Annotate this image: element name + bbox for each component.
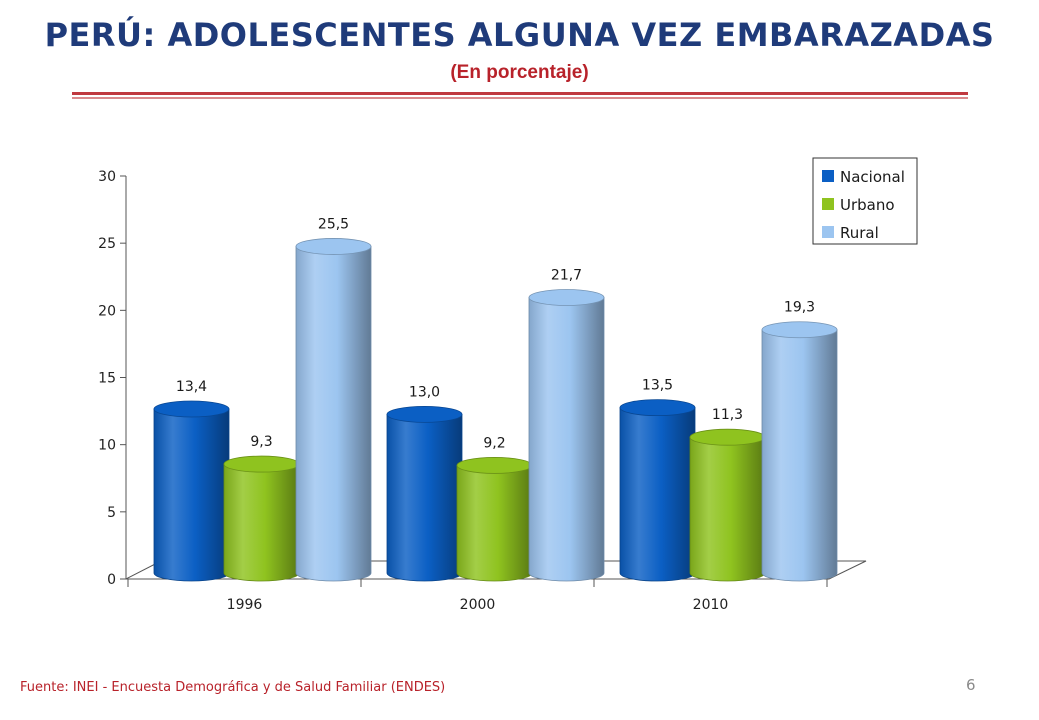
bar-urbano-1996	[223, 455, 300, 582]
y-tick-label: 10	[98, 438, 116, 454]
bar-nacional-2000	[386, 405, 463, 582]
data-label: 13,4	[176, 379, 207, 395]
bar-urbano-2000	[456, 457, 533, 582]
chart-legend: Nacional Urbano Rural	[812, 157, 918, 245]
title-divider	[72, 92, 968, 95]
data-label: 9,2	[483, 435, 505, 451]
legend-label-rural: Rural	[840, 224, 879, 242]
bar-nacional-2010	[619, 399, 696, 582]
x-category-label: 2000	[460, 597, 496, 613]
y-tick-label: 0	[107, 572, 116, 588]
bar-rural-2000	[528, 289, 605, 582]
page-number: 6	[966, 676, 976, 694]
y-tick-label: 30	[98, 169, 116, 185]
legend-swatch-nacional	[822, 170, 834, 182]
data-label: 13,5	[642, 378, 673, 394]
legend-label-nacional: Nacional	[840, 168, 905, 186]
data-label: 11,3	[712, 407, 743, 423]
data-label: 21,7	[551, 267, 582, 283]
data-label: 9,3	[250, 434, 272, 450]
x-category-label: 1996	[227, 597, 263, 613]
x-category-label: 2010	[693, 597, 729, 613]
y-tick-label: 5	[107, 505, 116, 521]
chart-subtitle: (En porcentaje)	[450, 62, 589, 83]
y-tick-label: 25	[98, 236, 116, 252]
data-label: 13,0	[409, 384, 440, 400]
y-tick-label: 15	[98, 371, 116, 387]
bar-nacional-1996	[153, 400, 230, 582]
legend-label-urbano: Urbano	[840, 196, 895, 214]
legend-swatch-rural	[822, 226, 834, 238]
chart-title: PERÚ: ADOLESCENTES ALGUNA VEZ EMBARAZADA…	[44, 16, 995, 54]
title-divider-shadow	[72, 97, 968, 99]
bar-rural-1996	[295, 238, 372, 582]
y-tick-label: 20	[98, 303, 116, 319]
data-label: 25,5	[318, 216, 349, 232]
data-label: 19,3	[784, 300, 815, 316]
source-note: Fuente: INEI - Encuesta Demográfica y de…	[20, 680, 446, 695]
bar-chart: 0 5 10 15 20 25 30 1996 2000 2010 13,4 9,3 25,5 13,0…	[98, 157, 918, 613]
chart-bars	[153, 238, 838, 582]
bar-urbano-2010	[689, 428, 766, 582]
legend-swatch-urbano	[822, 198, 834, 210]
bar-rural-2010	[761, 321, 838, 582]
chart-data-labels: 13,4 9,3 25,5 13,0 9,2 21,7 13,5 11,3 19,3	[176, 216, 815, 451]
